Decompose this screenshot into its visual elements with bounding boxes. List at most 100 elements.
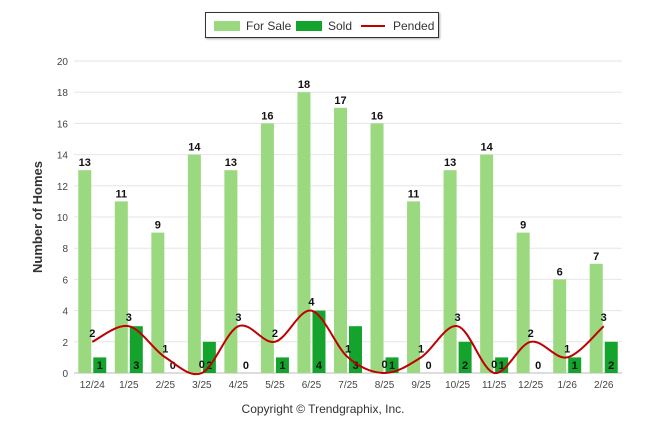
y-tick-label: 18 — [57, 88, 69, 99]
legend-swatch-pended — [361, 25, 385, 27]
data-label-sold: 3 — [133, 360, 139, 372]
bar-sold — [604, 341, 618, 373]
data-label-pended: 1 — [564, 343, 570, 355]
x-tick-label: 2/26 — [594, 380, 614, 391]
legend-label-pended: Pended — [393, 19, 435, 33]
x-tick-label: 2/25 — [156, 380, 176, 391]
data-label-sold: 2 — [608, 360, 614, 372]
data-label-pended: 1 — [345, 343, 351, 355]
data-label-pended: 2 — [272, 328, 278, 340]
bar-for-sale — [334, 107, 347, 374]
x-tick-label: 12/25 — [518, 380, 543, 391]
legend-swatch-sold — [296, 21, 322, 31]
data-label-sold: 4 — [316, 360, 323, 372]
data-label-pended: 0 — [199, 359, 205, 371]
bar-sold — [202, 341, 216, 373]
bar-for-sale — [151, 232, 165, 373]
data-label-for-sale: 14 — [481, 142, 494, 154]
line-pended — [91, 309, 605, 376]
data-label-for-sale: 16 — [261, 110, 273, 122]
data-label-sold: 1 — [279, 360, 285, 372]
data-label-sold: 1 — [97, 360, 103, 372]
data-label-sold: 0 — [243, 360, 249, 372]
y-tick-label: 4 — [62, 307, 68, 318]
data-label-for-sale: 11 — [115, 188, 127, 200]
data-label-sold: 0 — [170, 360, 176, 372]
data-label-sold: 1 — [572, 360, 578, 372]
bar-sold — [458, 341, 472, 373]
data-label-for-sale: 13 — [79, 157, 91, 169]
bar-for-sale — [78, 170, 92, 373]
data-label-for-sale: 17 — [334, 95, 346, 107]
x-tick-label: 1/26 — [557, 380, 577, 391]
bar-sold — [129, 326, 143, 373]
data-label-for-sale: 16 — [371, 110, 383, 122]
bar-for-sale — [443, 170, 457, 373]
data-label-pended: 3 — [455, 312, 461, 324]
data-label-sold: 2 — [462, 360, 468, 372]
legend: For Sale Sold Pended — [205, 12, 439, 38]
y-axis-title: Number of Homes — [30, 161, 45, 273]
bar-sold — [568, 357, 582, 373]
data-label-pended: 2 — [89, 328, 95, 340]
data-label-pended: 2 — [528, 328, 534, 340]
x-tick-label: 4/25 — [229, 380, 249, 391]
data-label-sold: 1 — [499, 360, 505, 372]
legend-label-sold: Sold — [328, 19, 353, 33]
data-label-pended: 3 — [126, 312, 132, 324]
bar-sold — [312, 310, 326, 373]
y-tick-label: 10 — [57, 213, 69, 224]
data-label-for-sale: 14 — [188, 142, 201, 154]
data-label-for-sale: 18 — [298, 79, 310, 91]
data-label-pended: 3 — [235, 312, 241, 324]
y-tick-label: 14 — [57, 151, 69, 162]
x-tick-label: 8/25 — [375, 380, 395, 391]
x-tick-label: 5/25 — [265, 380, 285, 391]
data-label-sold: 0 — [426, 360, 432, 372]
x-tick-label: 1/25 — [119, 380, 139, 391]
data-label-sold: 3 — [352, 360, 358, 372]
y-tick-label: 0 — [62, 369, 68, 380]
data-label-pended: 1 — [418, 343, 424, 355]
bar-for-sale — [187, 154, 201, 373]
y-tick-label: 8 — [62, 244, 68, 255]
bar-sold — [275, 357, 289, 373]
x-tick-label: 7/25 — [338, 380, 358, 391]
data-label-for-sale: 9 — [520, 220, 526, 232]
legend-swatch-for-sale — [214, 21, 240, 31]
legend-label-for-sale: For Sale — [246, 19, 292, 33]
bar-for-sale — [370, 123, 384, 374]
y-tick-label: 16 — [57, 119, 69, 130]
data-label-pended: 1 — [162, 343, 168, 355]
y-tick-label: 20 — [57, 57, 69, 68]
bar-for-sale — [224, 170, 238, 373]
bar-for-sale — [480, 154, 494, 373]
x-tick-label: 10/25 — [445, 380, 470, 391]
data-label-pended: 0 — [381, 359, 387, 371]
x-tick-label: 12/24 — [80, 380, 105, 391]
y-tick-label: 2 — [62, 338, 68, 349]
bar-for-sale — [260, 123, 274, 374]
bar-for-sale — [516, 232, 530, 373]
y-tick-label: 12 — [57, 182, 69, 193]
bar-for-sale — [297, 92, 311, 373]
data-label-pended: 4 — [308, 297, 315, 309]
bar-for-sale — [589, 263, 603, 373]
data-label-sold: 0 — [535, 360, 541, 372]
bar-sold — [385, 357, 399, 373]
data-label-pended: 3 — [601, 312, 607, 324]
copyright-text: Copyright © Trendgraphix, Inc. — [241, 402, 405, 416]
data-label-for-sale: 9 — [155, 220, 161, 232]
data-label-pended: 0 — [491, 359, 497, 371]
data-label-sold: 1 — [389, 360, 395, 372]
y-tick-label: 6 — [62, 275, 68, 286]
x-tick-label: 11/25 — [482, 380, 507, 391]
bar-sold — [93, 357, 107, 373]
x-tick-label: 9/25 — [411, 380, 431, 391]
data-label-for-sale: 7 — [593, 251, 599, 263]
data-label-for-sale: 6 — [557, 266, 563, 278]
bar-for-sale — [407, 201, 421, 373]
data-label-for-sale: 13 — [225, 157, 237, 169]
x-tick-label: 6/25 — [302, 380, 322, 391]
